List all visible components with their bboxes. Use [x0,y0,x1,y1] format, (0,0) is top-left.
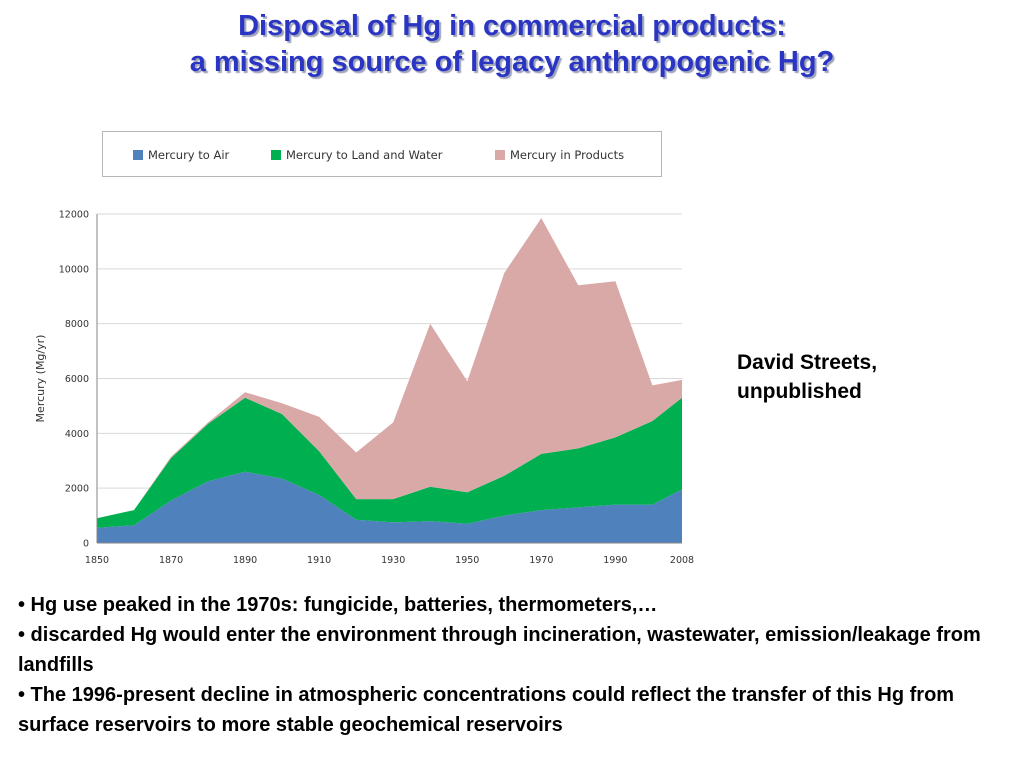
x-tick-label-1950: 1950 [455,555,479,566]
x-tick-label-1990: 1990 [603,555,627,566]
bullet-list: • Hg use peaked in the 1970s: fungicide,… [18,590,1018,740]
y-tick-label-8000: 8000 [65,319,89,330]
y-tick-label-0: 0 [83,539,89,550]
y-tick-label-4000: 4000 [65,429,89,440]
area-series-mercury-in-products [97,218,682,519]
y-tick-label-12000: 12000 [59,210,89,221]
x-tick-label-2008: 2008 [670,555,694,566]
legend-label-air: Mercury to Air [148,148,230,162]
y-tick-label-10000: 10000 [59,264,89,275]
bullet-item-3: • The 1996-present decline in atmospheri… [18,684,955,736]
credit-line-2: unpublished [737,380,862,403]
legend-swatch-air [133,150,143,160]
legend-swatch-products [495,150,505,160]
x-tick-label-1890: 1890 [233,555,257,566]
mercury-area-chart: 0 2000 4000 6000 8000 10000 12000 1850 1870 1890 1… [34,210,694,567]
x-tick-label-1970: 1970 [529,555,553,566]
y-tick-label-6000: 6000 [65,374,89,385]
title-line-1: Disposal of Hg in commercial products: [238,10,786,42]
chart-legend: Mercury to Air Mercury to Land and Water… [102,131,662,177]
credit-line-1: David Streets, [737,351,878,374]
title-line-2: a missing source of legacy anthropogenic… [189,46,835,78]
legend-label-land-water: Mercury to Land and Water [286,148,443,162]
area-series-mercury-to-air [97,471,682,543]
area-series-mercury-to-land-and-water [97,397,682,528]
y-tick-label-2000: 2000 [65,484,89,495]
credit-note: David Streets, unpublished [737,348,877,406]
legend-item-air: Mercury to Air [133,148,229,162]
x-tick-label-1850: 1850 [85,555,109,566]
x-tick-label-1930: 1930 [381,555,405,566]
x-tick-label-1910: 1910 [307,555,331,566]
bullet-item-1: • Hg use peaked in the 1970s: fungicide,… [18,594,658,616]
legend-item-land-water: Mercury to Land and Water [271,148,442,162]
legend-label-products: Mercury in Products [510,148,625,162]
legend-swatch-land-water [271,150,281,160]
y-axis-label: Mercury (Mg/yr) [34,335,47,423]
x-tick-label-1870: 1870 [159,555,183,566]
legend-item-products: Mercury in Products [495,148,624,162]
bullet-item-2: • discarded Hg would enter the environme… [18,624,981,676]
slide-title: Disposal of Hg in commercial products: a… [0,8,1024,80]
